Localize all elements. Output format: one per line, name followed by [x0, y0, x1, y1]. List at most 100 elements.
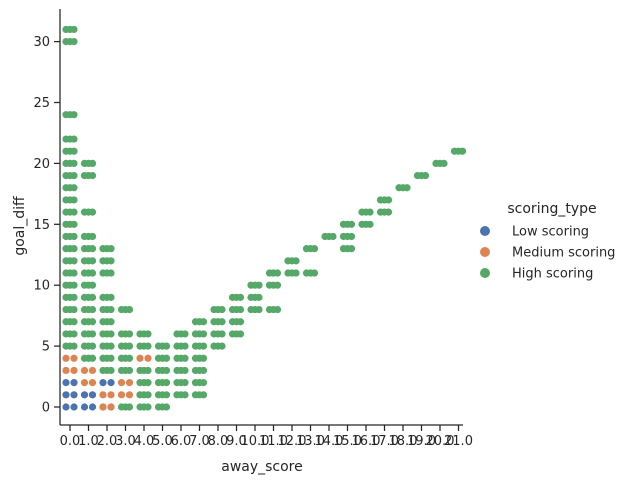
- data-point: [70, 257, 78, 265]
- data-point: [107, 305, 115, 314]
- data-point: [310, 245, 319, 253]
- data-point: [99, 379, 107, 387]
- y-tick-label: 25: [33, 96, 50, 111]
- data-point: [107, 354, 115, 362]
- data-point: [117, 391, 126, 399]
- data-point: [88, 354, 97, 362]
- data-point: [255, 305, 263, 314]
- data-point: [125, 342, 134, 350]
- y-tick-label: 0: [42, 401, 50, 416]
- data-point: [107, 379, 115, 387]
- data-point: [199, 318, 208, 326]
- data-point: [70, 25, 78, 34]
- data-point: [70, 330, 78, 338]
- data-point: [329, 232, 337, 241]
- data-point: [236, 305, 245, 314]
- data-point: [181, 354, 189, 362]
- points-layer: [62, 25, 467, 411]
- data-point: [80, 403, 89, 411]
- data-point: [70, 232, 78, 241]
- data-point: [162, 354, 171, 362]
- x-tick-label: 12.0: [278, 434, 307, 449]
- x-tick-label: 17.0: [370, 434, 399, 449]
- data-point: [62, 366, 70, 375]
- data-point: [144, 330, 152, 338]
- x-tick-label: 20.0: [426, 434, 455, 449]
- legend-label: High scoring: [512, 267, 593, 282]
- data-point: [440, 159, 448, 167]
- x-tick-label: 10.0: [241, 434, 270, 449]
- data-point: [88, 403, 97, 411]
- data-point: [107, 403, 115, 411]
- x-tick-label: 16.0: [352, 434, 381, 449]
- data-point: [70, 281, 78, 289]
- data-point: [107, 245, 115, 253]
- data-point: [70, 196, 78, 204]
- x-tick-label: 1.0: [78, 434, 99, 449]
- data-point: [62, 391, 70, 399]
- data-point: [218, 318, 226, 326]
- data-point: [403, 184, 411, 192]
- x-tick-label: 9.0: [226, 434, 247, 449]
- x-tick-label: 3.0: [115, 434, 136, 449]
- legend-marker: [480, 247, 490, 257]
- data-point: [107, 391, 115, 399]
- x-tick-label: 13.0: [296, 434, 325, 449]
- x-tick-label: 14.0: [315, 434, 344, 449]
- data-point: [162, 342, 171, 350]
- data-point: [88, 318, 97, 326]
- data-point: [218, 305, 226, 314]
- y-tick-label: 10: [33, 279, 50, 294]
- data-point: [107, 318, 115, 326]
- legend-marker: [480, 226, 490, 236]
- data-point: [70, 38, 78, 46]
- data-point: [88, 391, 97, 399]
- y-tick-label: 20: [33, 157, 50, 172]
- data-point: [107, 257, 115, 265]
- data-point: [236, 330, 245, 338]
- data-point: [125, 379, 134, 387]
- data-point: [162, 403, 171, 411]
- data-point: [70, 379, 78, 387]
- x-tick-label: 2.0: [97, 434, 118, 449]
- data-point: [125, 366, 134, 375]
- y-tick-label: 30: [33, 35, 50, 50]
- data-point: [88, 159, 97, 167]
- data-point: [88, 330, 97, 338]
- data-point: [107, 269, 115, 277]
- x-tick-label: 4.0: [134, 434, 155, 449]
- data-point: [88, 208, 97, 216]
- data-point: [199, 354, 208, 362]
- data-point: [70, 184, 78, 192]
- data-point: [70, 171, 78, 180]
- x-tick-label: 5.0: [152, 434, 173, 449]
- data-point: [88, 342, 97, 350]
- data-point: [62, 354, 70, 362]
- data-point: [421, 171, 430, 180]
- data-point: [273, 269, 282, 277]
- data-point: [162, 391, 171, 399]
- data-point: [181, 330, 189, 338]
- x-tick-label: 7.0: [189, 434, 210, 449]
- data-point: [88, 257, 97, 265]
- data-point: [292, 257, 300, 265]
- data-point: [125, 391, 134, 399]
- data-point: [88, 171, 97, 180]
- x-tick-label: 21.0: [444, 434, 473, 449]
- data-point: [181, 391, 189, 399]
- legend: scoring_type Low scoring Medium scoring Hi…: [480, 201, 615, 282]
- data-point: [255, 293, 263, 301]
- data-point: [70, 403, 78, 411]
- data-point: [144, 354, 152, 362]
- x-tick-label: 19.0: [407, 434, 436, 449]
- data-point: [70, 208, 78, 216]
- data-point: [255, 281, 263, 289]
- data-point: [88, 232, 97, 241]
- legend-title: scoring_type: [507, 201, 596, 217]
- x-tick-label: 11.0: [259, 434, 288, 449]
- data-point: [273, 305, 282, 314]
- data-point: [117, 379, 126, 387]
- data-point: [62, 403, 70, 411]
